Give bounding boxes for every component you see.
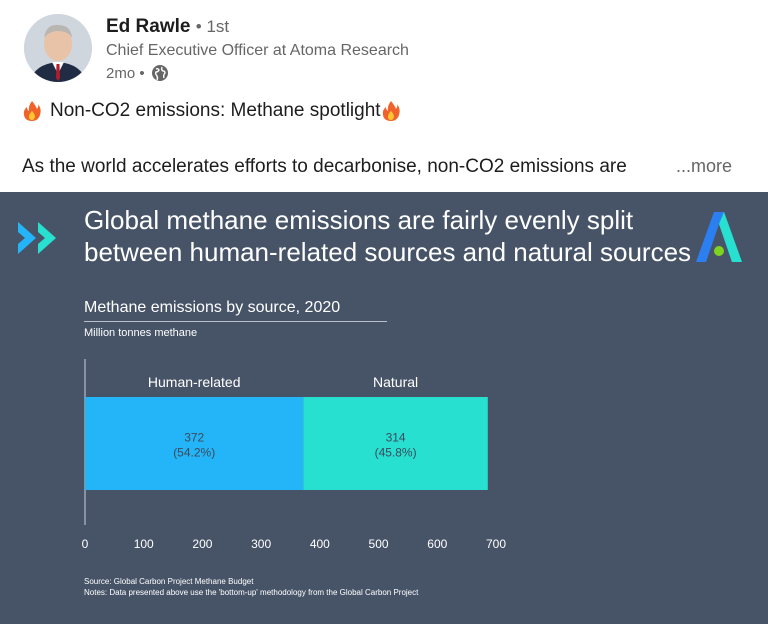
atoma-logo-icon	[696, 212, 742, 262]
bar-human-related	[85, 397, 304, 490]
stacked-bar-chart: Human-related 372(54.2%) Natural 314(45.8%)…	[82, 359, 506, 551]
source-line: Source: Global Carbon Project Methane Bu…	[84, 577, 254, 586]
post-body: As the world accelerates efforts to deca…	[22, 156, 627, 177]
x-tick-label: 700	[486, 537, 506, 551]
x-tick-label: 200	[192, 537, 212, 551]
data-label-value: 372	[184, 431, 204, 445]
fire-icon	[22, 100, 42, 122]
x-tick-label: 100	[134, 537, 154, 551]
x-tick-label: 0	[82, 537, 89, 551]
x-tick-label: 300	[251, 537, 271, 551]
series-label: Natural	[373, 374, 418, 390]
fire-icon	[381, 100, 401, 122]
avatar[interactable]	[24, 14, 92, 82]
author-title: Chief Executive Officer at Atoma Researc…	[106, 42, 409, 59]
globe-icon	[151, 65, 168, 81]
chart-source: Source: Global Carbon Project Methane Bu…	[84, 576, 418, 598]
data-label-share: (45.8%)	[375, 446, 417, 460]
see-more-link[interactable]: ...more	[676, 156, 733, 176]
notes-line: Notes: Data presented above use the 'bot…	[84, 588, 419, 597]
author-name[interactable]: Ed Rawle	[106, 16, 191, 37]
x-tick-label: 600	[427, 537, 447, 551]
double-chevron-logo-icon	[18, 222, 56, 254]
author-line: Ed Rawle • 1st	[106, 16, 229, 38]
chart-unit: Million tonnes methane	[84, 327, 198, 339]
avatar-photo	[24, 14, 92, 82]
post-image[interactable]: Global methane emissions are fairly even…	[0, 192, 768, 624]
x-tick-label: 500	[369, 537, 389, 551]
post-meta: 2mo •	[106, 64, 169, 82]
headline-text: Non-CO2 emissions: Methane spotlight	[50, 100, 381, 121]
chart-title-divider	[84, 321, 387, 322]
series-label: Human-related	[148, 374, 241, 390]
post-time: 2mo •	[106, 64, 145, 82]
data-label-value: 314	[386, 431, 406, 445]
post-headline: Non-CO2 emissions: Methane spotlight	[22, 100, 401, 122]
bar-natural	[303, 397, 488, 490]
connection-degree: • 1st	[195, 17, 230, 36]
infographic-title: Global methane emissions are fairly even…	[84, 205, 692, 267]
x-tick-label: 400	[310, 537, 330, 551]
data-label-share: (54.2%)	[173, 446, 215, 460]
chart-title: Methane emissions by source, 2020	[84, 299, 341, 316]
